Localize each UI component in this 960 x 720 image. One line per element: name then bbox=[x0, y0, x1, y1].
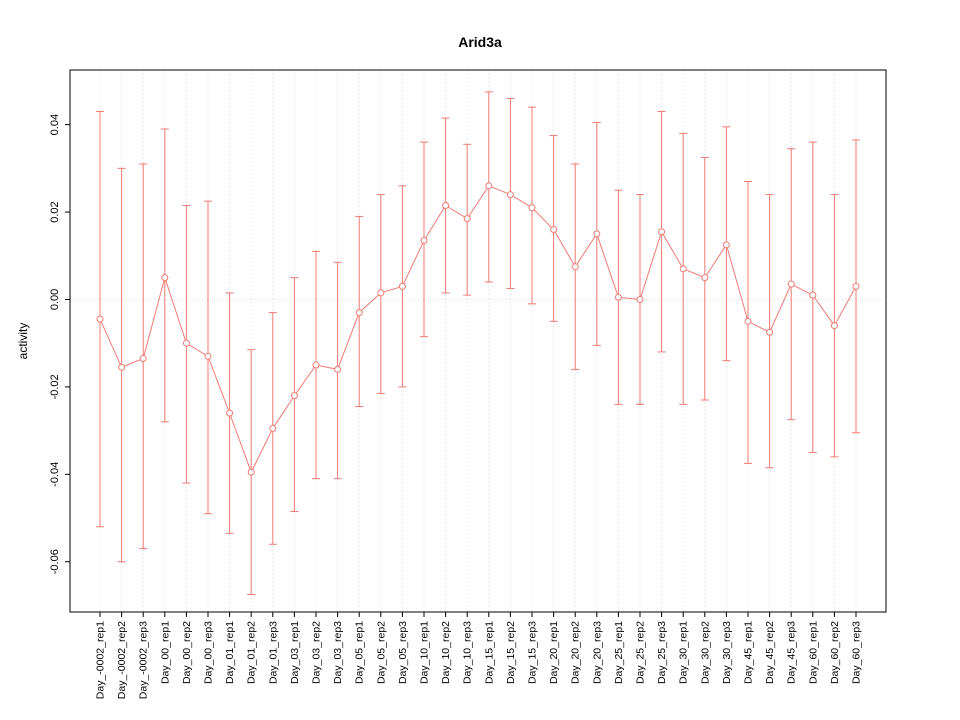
x-tick-label: Day_30_rep2 bbox=[699, 621, 711, 684]
x-tick-label: Day_60_rep3 bbox=[851, 621, 863, 684]
x-tick-label: Day_30_rep1 bbox=[678, 621, 690, 684]
x-tick-label: Day_00_rep3 bbox=[203, 621, 215, 684]
x-tick-label: Day_-0002_rep2 bbox=[116, 621, 128, 699]
x-tick-label: Day_-0002_rep1 bbox=[95, 621, 107, 699]
x-tick-label: Day_45_rep3 bbox=[786, 621, 798, 684]
x-tick-label: Day_00_rep2 bbox=[181, 621, 193, 684]
x-tick-label: Day_60_rep2 bbox=[829, 621, 841, 684]
series-points-layer bbox=[96, 182, 860, 476]
x-tick-label: Day_30_rep3 bbox=[721, 621, 733, 684]
y-axis-title: activity bbox=[16, 323, 30, 360]
chart-title: Arid3a bbox=[458, 34, 502, 50]
x-tick-label: Day_25_rep2 bbox=[635, 621, 647, 684]
x-tick-label: Day_00_rep1 bbox=[159, 621, 171, 684]
series-line-layer bbox=[99, 185, 857, 474]
x-tick-label: Day_10_rep3 bbox=[462, 621, 474, 684]
y-tick-label: 0.02 bbox=[49, 201, 61, 222]
x-axis-labels: Day_-0002_rep1 Day_-0002_rep2 Day_-0002_re… bbox=[95, 612, 863, 699]
x-tick-label: Day_45_rep2 bbox=[764, 621, 776, 684]
y-tick-label: 0.00 bbox=[49, 289, 61, 310]
x-tick-label: Day_01_rep2 bbox=[246, 621, 258, 684]
x-tick-label: Day_05_rep2 bbox=[375, 621, 387, 684]
y-tick-label: -0.02 bbox=[49, 374, 61, 399]
x-tick-label: Day_20_rep3 bbox=[591, 621, 603, 684]
grid-layer bbox=[70, 70, 886, 612]
y-tick-label: -0.04 bbox=[49, 462, 61, 487]
x-tick-label: Day_25_rep1 bbox=[613, 621, 625, 684]
x-tick-label: Day_20_rep1 bbox=[548, 621, 560, 684]
error-bars-layer bbox=[96, 91, 860, 596]
x-tick-label: Day_01_rep1 bbox=[224, 621, 236, 684]
x-tick-label: Day_03_rep2 bbox=[311, 621, 323, 684]
x-tick-label: Day_01_rep3 bbox=[267, 621, 279, 684]
axes-layer: -0.06 -0.04 -0.02 0.00 0.02 0.04 bbox=[49, 69, 887, 613]
x-tick-label: Day_25_rep3 bbox=[656, 621, 668, 684]
x-tick-label: Day_15_rep3 bbox=[527, 621, 539, 684]
x-tick-label: Day_05_rep3 bbox=[397, 621, 409, 684]
y-tick-label: 0.04 bbox=[49, 114, 61, 135]
x-tick-label: Day_15_rep1 bbox=[483, 621, 495, 684]
x-tick-label: Day_03_rep3 bbox=[332, 621, 344, 684]
x-tick-label: Day_45_rep1 bbox=[743, 621, 755, 684]
y-tick-label: -0.06 bbox=[49, 549, 61, 574]
x-tick-label: Day_10_rep1 bbox=[419, 621, 431, 684]
x-tick-label: Day_10_rep2 bbox=[440, 621, 452, 684]
x-tick-label: Day_03_rep1 bbox=[289, 621, 301, 684]
x-tick-label: Day_-0002_rep3 bbox=[138, 621, 150, 699]
x-tick-label: Day_15_rep2 bbox=[505, 621, 517, 684]
x-tick-label: Day_05_rep1 bbox=[354, 621, 366, 684]
x-tick-label: Day_20_rep2 bbox=[570, 621, 582, 684]
x-tick-label: Day_60_rep1 bbox=[807, 621, 819, 684]
